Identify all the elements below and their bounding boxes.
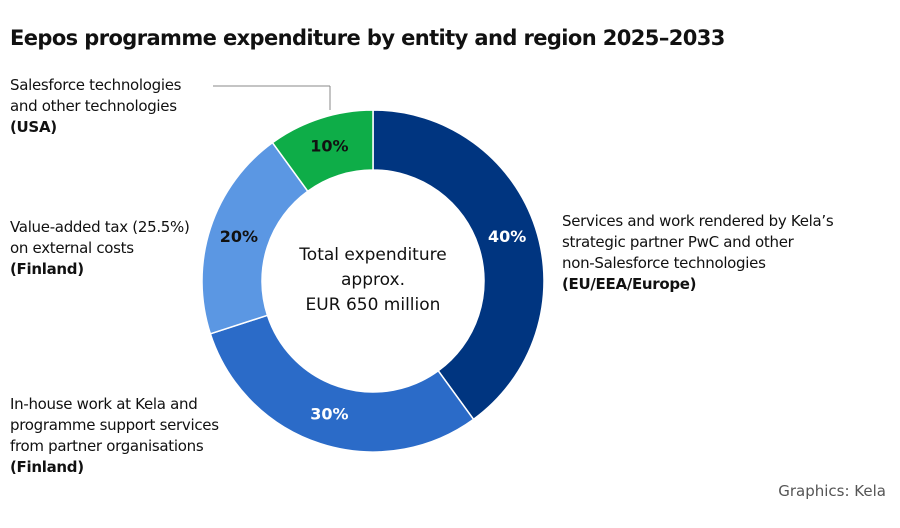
slice-percent-label: 30% [310, 405, 348, 424]
donut-slice [271, 109, 374, 193]
label-inhouse: In-house work at Kela and programme suppo… [10, 395, 219, 476]
chart-title: Eepos programme expenditure by entity an… [10, 26, 725, 50]
label-usa: Salesforce technologies and other technol… [10, 76, 182, 136]
label-eu: Services and work rendered by Kela’s stra… [562, 212, 834, 293]
center-text: Total expenditure [298, 245, 446, 265]
center-text: approx. [341, 270, 405, 290]
slice-percent-label: 40% [488, 227, 526, 246]
donut-slice [209, 314, 475, 453]
donut-slice [372, 109, 545, 421]
slice-percent-label: 20% [220, 227, 258, 246]
source-credit: Graphics: Kela [778, 482, 886, 500]
label-vat: Value-added tax (25.5%) on external costs… [10, 218, 190, 278]
center-text: EUR 650 million [306, 295, 441, 315]
slice-percent-label: 10% [310, 136, 348, 155]
